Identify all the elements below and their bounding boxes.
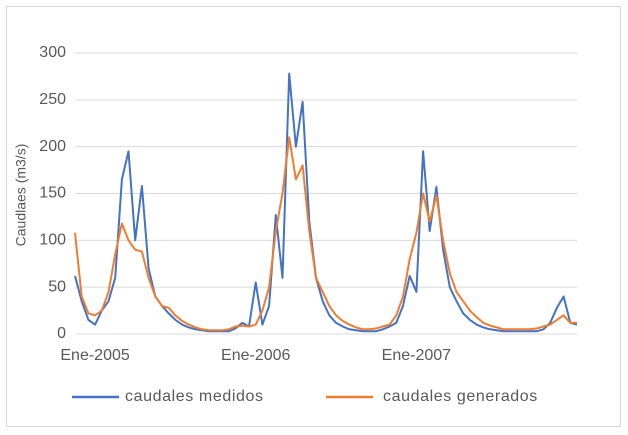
y-axis-label: Caudlaes (m3/s) [13,144,29,247]
series-line [74,136,577,332]
x-tick-label: Ene-2007 [382,347,451,364]
y-tick-label: 50 [48,278,66,295]
y-tick-label: 250 [39,91,66,108]
x-tick-label: Ene-2005 [60,347,129,364]
y-tick-label: 0 [57,325,66,342]
legend-label: caudales medidos [125,388,264,405]
y-tick-label: 200 [39,138,66,155]
chart-border [6,6,621,427]
y-tick-label: 300 [39,44,66,61]
y-tick-label: 100 [39,232,66,249]
x-tick-label: Ene-2006 [221,347,290,364]
legend-label: caudales generados [383,388,538,405]
y-tick-label: 150 [39,185,66,202]
